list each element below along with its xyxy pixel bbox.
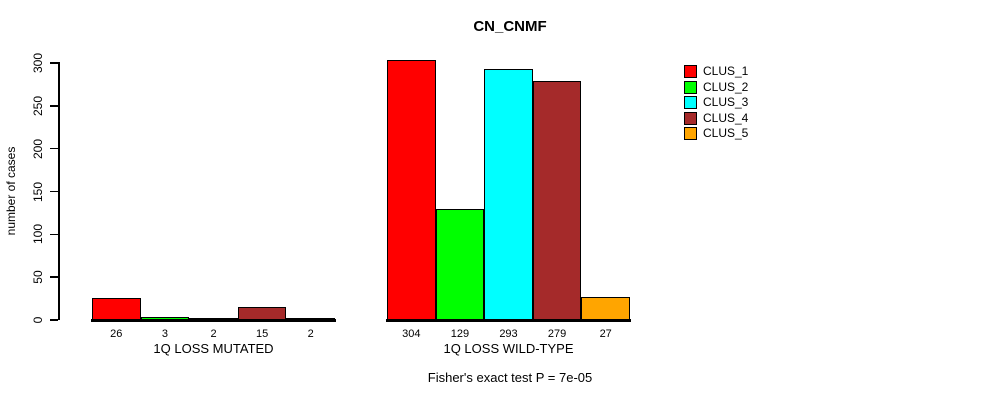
fisher-test-caption: Fisher's exact test P = 7e-05 <box>427 370 593 385</box>
y-axis-tick <box>50 147 58 150</box>
group-label: 1Q LOSS MUTATED <box>153 341 274 356</box>
y-axis-tick <box>50 105 58 107</box>
bar-clus_2-2 <box>435 209 485 320</box>
x-axis-baseline <box>386 319 631 322</box>
legend-swatch-icon <box>684 96 697 110</box>
legend-item-label: CLUS_4 <box>703 110 749 125</box>
y-axis-tick <box>50 276 58 278</box>
y-axis-label: number of cases <box>4 146 18 236</box>
legend: CLUS_1 CLUS_2 CLUS_3 CLUS_4 CLUS_5 <box>684 64 748 142</box>
group-label: 1Q LOSS WILD-TYPE <box>443 341 574 356</box>
y-axis-tick-label: 50 <box>31 270 45 284</box>
legend-swatch-icon <box>684 127 697 141</box>
y-axis-tick-label: 300 <box>31 52 45 74</box>
bar-value-label: 27 <box>599 328 612 340</box>
legend-item-label: CLUS_3 <box>703 95 749 110</box>
legend-item-label: CLUS_1 <box>703 64 749 79</box>
y-axis-tick-label: 0 <box>31 316 45 324</box>
y-axis-tick <box>50 62 58 64</box>
bar-clus_4-2 <box>532 80 582 320</box>
legend-swatch-icon <box>684 65 697 79</box>
bar-clus_3-2 <box>484 68 533 320</box>
bar-value-label: 2 <box>210 328 217 340</box>
y-axis-tick <box>50 233 58 236</box>
legend-item-clus_3: CLUS_3 <box>684 95 748 111</box>
bar-value-label: 2 <box>307 328 314 340</box>
legend-item-label: CLUS_5 <box>703 126 749 141</box>
bar-clus_1-1 <box>92 297 141 320</box>
legend-item-clus_5: CLUS_5 <box>684 126 748 142</box>
y-axis-tick-label: 150 <box>31 181 45 202</box>
y-axis-line <box>58 62 60 320</box>
legend-swatch-icon <box>684 80 697 94</box>
bar-value-label: 26 <box>110 328 123 340</box>
bar-value-label: 3 <box>161 328 168 340</box>
x-axis-baseline <box>91 319 336 322</box>
bar-clus_5-2 <box>581 296 630 320</box>
y-axis-tick <box>50 190 58 193</box>
legend-item-clus_4: CLUS_4 <box>684 111 748 127</box>
legend-item-label: CLUS_2 <box>703 79 749 94</box>
bar-value-label: 129 <box>450 328 470 340</box>
legend-item-clus_1: CLUS_1 <box>684 64 748 80</box>
legend-swatch-icon <box>684 111 697 125</box>
bar-value-label: 304 <box>402 328 421 340</box>
y-axis-tick-label: 200 <box>31 138 45 159</box>
y-axis-tick <box>50 319 58 321</box>
bar-clus_1-2 <box>387 59 436 320</box>
y-axis-tick-label: 100 <box>31 224 45 245</box>
legend-item-clus_2: CLUS_2 <box>684 80 748 96</box>
bar-value-label: 15 <box>255 328 269 340</box>
bar-value-label: 279 <box>547 328 567 340</box>
y-axis-tick-label: 250 <box>31 95 45 116</box>
bar-value-label: 293 <box>499 328 518 340</box>
chart-title: CN_CNMF <box>473 18 547 35</box>
